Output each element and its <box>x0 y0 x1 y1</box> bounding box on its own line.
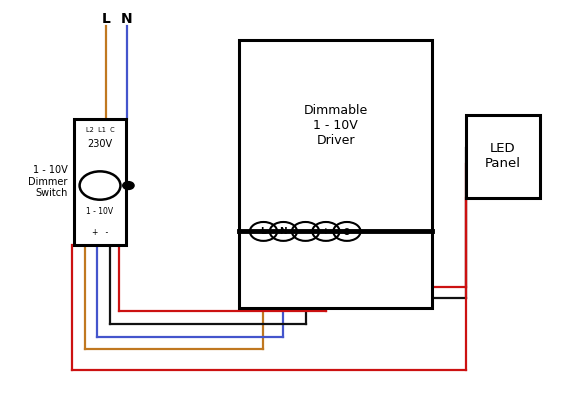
Text: L: L <box>101 12 110 26</box>
Text: L2  L1  C: L2 L1 C <box>86 127 114 133</box>
Bar <box>239 40 432 308</box>
Text: 1 - 10V
Dimmer
Switch: 1 - 10V Dimmer Switch <box>28 165 68 198</box>
Bar <box>466 115 540 198</box>
Text: LED
Panel: LED Panel <box>485 142 521 170</box>
Text: Dimmable
1 - 10V
Driver: Dimmable 1 - 10V Driver <box>303 104 368 147</box>
Circle shape <box>123 182 134 190</box>
Bar <box>75 119 126 245</box>
Text: N: N <box>279 227 287 236</box>
Text: 230V: 230V <box>88 139 113 149</box>
Text: L: L <box>261 227 266 236</box>
Text: +   -: + - <box>92 228 108 237</box>
Text: +: + <box>322 227 330 236</box>
Text: N: N <box>121 12 133 26</box>
Text: ●: ● <box>343 227 351 236</box>
Text: -: - <box>304 227 307 236</box>
Text: 1 - 10V: 1 - 10V <box>86 207 114 216</box>
